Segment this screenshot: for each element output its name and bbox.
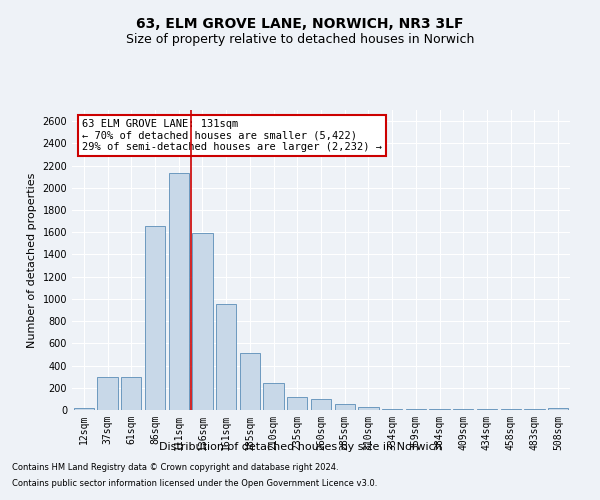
Bar <box>358 406 379 410</box>
Text: Size of property relative to detached houses in Norwich: Size of property relative to detached ho… <box>126 32 474 46</box>
Text: 63 ELM GROVE LANE: 131sqm
← 70% of detached houses are smaller (5,422)
29% of se: 63 ELM GROVE LANE: 131sqm ← 70% of detac… <box>82 119 382 152</box>
Bar <box>335 404 355 410</box>
Text: 63, ELM GROVE LANE, NORWICH, NR3 3LF: 63, ELM GROVE LANE, NORWICH, NR3 3LF <box>136 18 464 32</box>
Bar <box>263 383 284 410</box>
Bar <box>287 396 307 410</box>
Bar <box>169 174 189 410</box>
Y-axis label: Number of detached properties: Number of detached properties <box>27 172 37 348</box>
Bar <box>216 304 236 410</box>
Text: Contains HM Land Registry data © Crown copyright and database right 2024.: Contains HM Land Registry data © Crown c… <box>12 464 338 472</box>
Bar <box>121 377 142 410</box>
Bar <box>240 354 260 410</box>
Bar <box>406 409 426 410</box>
Bar <box>382 409 402 410</box>
Bar <box>145 226 165 410</box>
Bar <box>97 377 118 410</box>
Text: Contains public sector information licensed under the Open Government Licence v3: Contains public sector information licen… <box>12 478 377 488</box>
Bar <box>311 399 331 410</box>
Bar <box>74 408 94 410</box>
Text: Distribution of detached houses by size in Norwich: Distribution of detached houses by size … <box>158 442 442 452</box>
Bar <box>193 234 212 410</box>
Bar <box>548 408 568 410</box>
